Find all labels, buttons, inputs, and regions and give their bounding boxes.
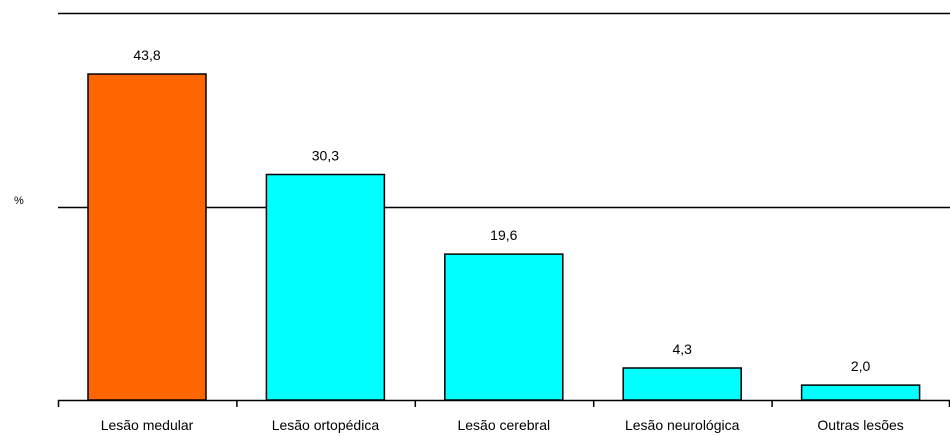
value-label-1: 43,8 [133,47,160,63]
category-label-1: Lesão medular [101,417,194,433]
x-axis [57,399,950,407]
x-tick-labels: Lesão medular Lesão ortopédica Lesão cereb… [101,417,904,433]
category-label-5: Outras lesões [817,417,903,433]
category-label-4: Lesão neurológica [625,417,740,433]
category-label-2: Lesão ortopédica [272,417,380,433]
bar-4 [622,367,742,401]
value-label-3: 19,6 [490,227,517,243]
value-label-5: 2,0 [851,358,871,374]
bar-1 [87,73,207,401]
bars [87,73,921,401]
value-label-2: 30,3 [312,147,339,163]
bar-5 [800,384,921,401]
category-label-3: Lesão cerebral [457,417,550,433]
value-labels: 43,8 30,3 19,6 4,3 2,0 [133,47,870,374]
bar-3 [444,253,564,401]
y-axis-label: % [14,195,24,207]
bar-2 [265,173,386,401]
value-label-4: 4,3 [672,341,692,357]
